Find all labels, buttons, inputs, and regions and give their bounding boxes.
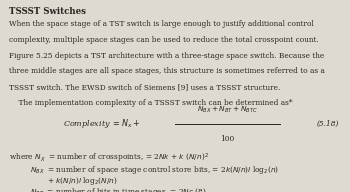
Text: + $k$($N/n$)$l$ log$_2$($N/n$): + $k$($N/n$)$l$ log$_2$($N/n$) [47, 175, 118, 187]
Text: (5.18): (5.18) [317, 120, 340, 128]
Text: where $N_X\;$ = number of crosspoints, = 2$Nk$ + $k$ ($N/n$)$^2$: where $N_X\;$ = number of crosspoints, =… [9, 152, 209, 165]
Text: Figure 5.25 depicts a TST architecture with a three-stage space switch. Because : Figure 5.25 depicts a TST architecture w… [9, 52, 324, 60]
Text: $N_{BX} + N_{BT} + N_{BTC}$: $N_{BX} + N_{BT} + N_{BTC}$ [197, 104, 258, 115]
Text: $N_{BT}\;$ = number of bits in time stages, = 2$Nc$ (8): $N_{BT}\;$ = number of bits in time stag… [30, 186, 206, 192]
Text: TSSST Switches: TSSST Switches [9, 7, 86, 16]
Text: Complexity $= N_x +$: Complexity $= N_x +$ [63, 117, 140, 130]
Text: 100: 100 [220, 135, 234, 143]
Text: three middle stages are all space stages, this structure is sometimes referred t: three middle stages are all space stages… [9, 67, 325, 75]
Text: complexity, multiple space stages can be used to reduce the total crosspoint cou: complexity, multiple space stages can be… [9, 36, 318, 44]
Text: TSSST switch. The EWSD switch of Siemens [9] uses a TSSST structure.: TSSST switch. The EWSD switch of Siemens… [9, 83, 280, 91]
Text: $N_{BX}\;$ = number of space stage control store bits, = 2$k$($N/n$)$l$ log$_2$(: $N_{BX}\;$ = number of space stage contr… [30, 164, 279, 176]
Text: The implementation complexity of a TSSST switch can be determined as*: The implementation complexity of a TSSST… [9, 99, 292, 107]
Text: When the space stage of a TST switch is large enough to justify additional contr: When the space stage of a TST switch is … [9, 20, 314, 28]
